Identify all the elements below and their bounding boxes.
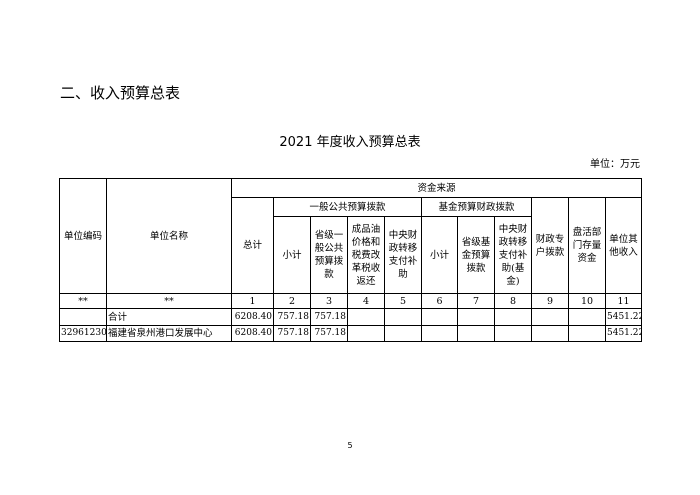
header-unit-code: 单位编码 — [59, 178, 107, 294]
header-fund-provincial: 省级基金预算拨款 — [457, 216, 495, 294]
page-number: 5 — [347, 441, 353, 450]
cell — [421, 325, 458, 342]
cell: 6208.40 — [231, 308, 274, 326]
index-row: ** ** 1 2 3 4 5 6 7 8 9 10 11 — [59, 293, 643, 309]
cell: 757.18 — [310, 325, 348, 342]
section-heading: 二、收入预算总表 — [60, 84, 181, 102]
index-cell: 9 — [531, 293, 569, 309]
header-fund-source: 资金来源 — [230, 178, 643, 198]
cell-code: 329612301 — [59, 325, 107, 342]
index-cell: 5 — [384, 293, 422, 309]
header-fund-subtotal: 小计 — [421, 216, 458, 294]
cell — [384, 308, 422, 326]
cell — [494, 308, 532, 326]
cell — [568, 325, 606, 342]
index-cell: ** — [106, 293, 232, 309]
index-cell: 7 — [457, 293, 495, 309]
table-row: 329612301 福建省泉州港口发展中心 6208.40 757.18 757… — [59, 325, 643, 342]
unit-label: 单位：万元 — [590, 159, 640, 170]
cell: 5451.22 — [604, 325, 643, 342]
header-total: 总计 — [231, 197, 274, 294]
income-budget-table: 单位编码 单位名称 资金来源 总计 一般公共预算拨款 基金预算财政拨款 财政专户… — [59, 178, 643, 342]
header-unit-name: 单位名称 — [106, 178, 232, 294]
cell: 757.18 — [273, 308, 311, 326]
cell — [347, 325, 385, 342]
cell-code — [59, 308, 107, 326]
cell — [457, 308, 495, 326]
cell — [568, 308, 606, 326]
header-stock-funds: 盘活部门存量资金 — [568, 197, 606, 294]
header-general-subtotal: 小计 — [273, 216, 311, 294]
header-fund-central: 中央财政转移支付补助(基金) — [494, 216, 532, 294]
table-row: 合计 6208.40 757.18 757.18 5451.22 — [59, 308, 643, 326]
index-cell: 2 — [273, 293, 311, 309]
header-general-central: 中央财政转移支付补助 — [384, 216, 422, 294]
header-general-provincial: 省级一般公共预算拨款 — [310, 216, 348, 294]
cell — [457, 325, 495, 342]
cell — [531, 308, 569, 326]
index-cell: ** — [59, 293, 107, 309]
cell — [347, 308, 385, 326]
table-title: 2021 年度收入预算总表 — [279, 135, 421, 150]
cell-name: 福建省泉州港口发展中心 — [106, 325, 232, 342]
cell: 757.18 — [273, 325, 311, 342]
cell: 6208.40 — [231, 325, 274, 342]
header-general-budget: 一般公共预算拨款 — [273, 197, 422, 217]
header-general-oil: 成品油价格和税费改革税收返还 — [347, 216, 385, 294]
cell — [531, 325, 569, 342]
cell — [384, 325, 422, 342]
index-cell: 11 — [604, 293, 643, 309]
index-cell: 3 — [310, 293, 348, 309]
cell — [421, 308, 458, 326]
header-other-income: 单位其他收入 — [604, 197, 643, 294]
index-cell: 8 — [494, 293, 532, 309]
cell — [494, 325, 532, 342]
index-cell: 1 — [231, 293, 274, 309]
header-special-account: 财政专户拨款 — [531, 197, 569, 294]
index-cell: 10 — [568, 293, 606, 309]
cell: 5451.22 — [604, 308, 643, 326]
header-fund-budget: 基金预算财政拨款 — [421, 197, 532, 217]
cell-name: 合计 — [106, 308, 232, 326]
index-cell: 4 — [347, 293, 385, 309]
index-cell: 6 — [421, 293, 458, 309]
cell: 757.18 — [310, 308, 348, 326]
